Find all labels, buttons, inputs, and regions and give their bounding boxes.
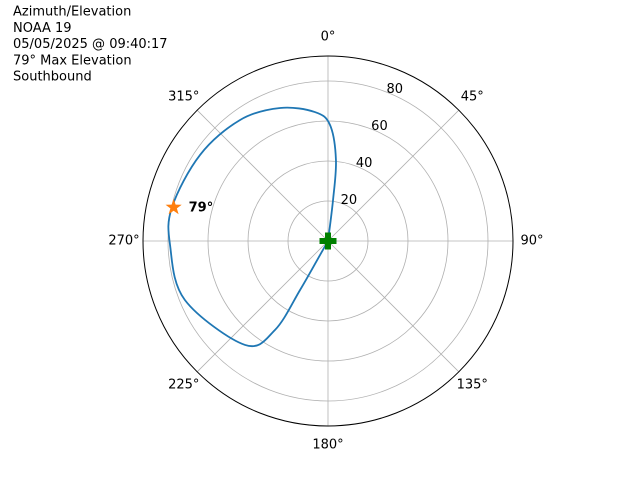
radial-grid-ring [167, 80, 489, 402]
title-line: 05/05/2025 @ 09:40:17 [13, 37, 168, 52]
polar-frame [142, 55, 514, 427]
theta-tick-label: 0° [321, 30, 336, 45]
max-elevation-label: 79° [189, 200, 214, 215]
title-line: Azimuth/Elevation [13, 5, 131, 20]
theta-grid-line [327, 109, 460, 242]
radial-tick-label: 80 [386, 82, 403, 97]
theta-tick-label: 135° [457, 378, 488, 393]
radial-grid-ring [247, 160, 409, 322]
radial-tick-label: 60 [371, 119, 388, 134]
theta-tick-label: 315° [168, 89, 199, 104]
theta-grid-line [327, 240, 460, 373]
theta-tick-label: 225° [168, 378, 199, 393]
theta-tick-label: 270° [108, 234, 139, 249]
max-elevation-star [165, 198, 182, 215]
theta-tick-label: 45° [461, 89, 484, 104]
title-line: NOAA 19 [13, 21, 72, 36]
theta-tick-label: 90° [520, 234, 543, 249]
track-line [167, 106, 337, 348]
radial-tick-label: 40 [356, 156, 373, 171]
title-line: Southbound [13, 70, 92, 85]
theta-tick-label: 180° [312, 438, 343, 453]
start-marker [319, 232, 337, 250]
radial-tick-label: 20 [341, 193, 358, 208]
theta-grid-line [196, 240, 329, 373]
radial-grid-ring [287, 200, 369, 282]
title-line: 79° Max Elevation [13, 53, 132, 68]
theta-grid-line [196, 109, 329, 242]
